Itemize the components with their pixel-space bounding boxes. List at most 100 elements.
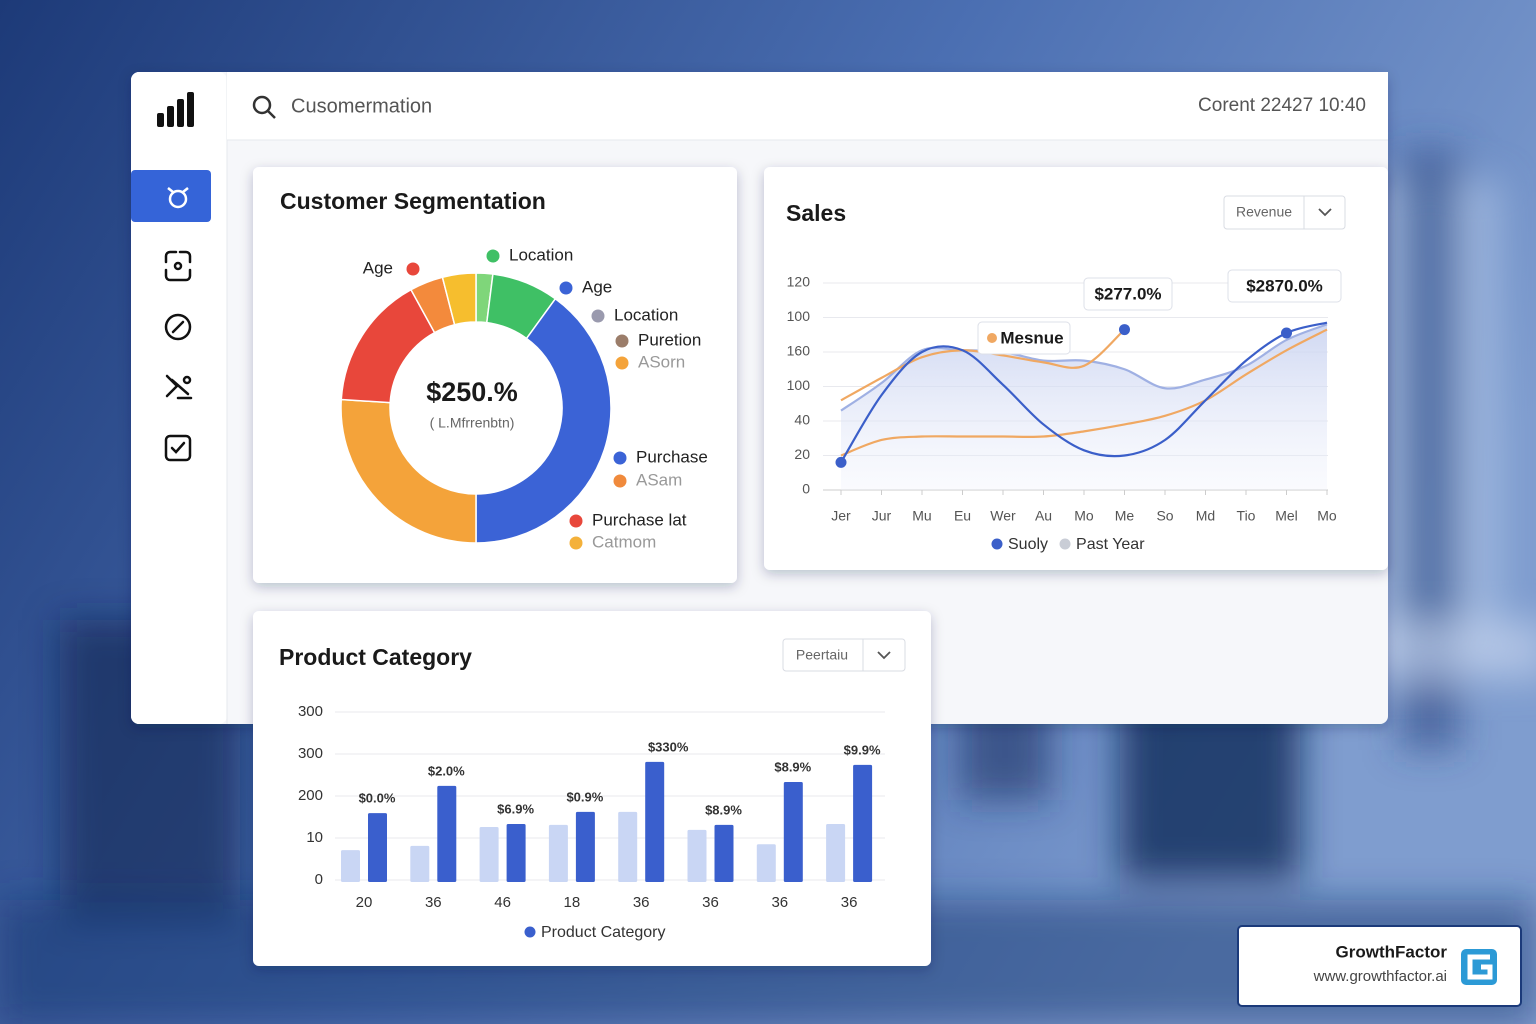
legend-dot	[406, 262, 420, 276]
x-tick-label: So	[1156, 508, 1173, 524]
legend-dot	[524, 926, 536, 938]
legend-dot	[559, 281, 573, 295]
bar	[437, 785, 457, 882]
bar	[783, 782, 803, 882]
legend-label: Suoly	[1008, 536, 1048, 553]
line	[840, 323, 1328, 412]
bar-label: $6.9%	[497, 801, 534, 816]
bar	[410, 845, 430, 882]
point	[835, 456, 847, 468]
x-tick-label: 20	[356, 894, 373, 911]
legend-label: Past Year	[1076, 536, 1145, 553]
x-tick-label: 36	[841, 894, 858, 911]
x-tick-label: Jur	[872, 508, 892, 524]
legend-dot	[569, 536, 583, 550]
x-tick-label: 18	[564, 894, 581, 911]
nav-item[interactable]	[131, 301, 211, 353]
x-tick-label: Mu	[912, 508, 931, 524]
y-tick-label: 200	[298, 787, 323, 804]
x-tick-label: Tio	[1237, 508, 1256, 524]
legend-label: Purchase	[636, 447, 708, 466]
nav-item[interactable]	[131, 240, 211, 292]
dropdown[interactable]: Peertaiu	[782, 638, 906, 672]
legend-dot	[991, 538, 1003, 550]
legend-label: ASorn	[638, 352, 685, 371]
legend-label: Age	[582, 277, 612, 296]
nav-item[interactable]	[131, 422, 211, 474]
y-tick-label: 100	[787, 377, 811, 393]
x-tick-label: Me	[1115, 508, 1135, 524]
bar-label: $0.0%	[359, 791, 396, 806]
x-tick-label: Mo	[1074, 508, 1094, 524]
legend-label: Age	[363, 258, 393, 277]
center-label: ( L.Mfrrenbtn)	[430, 415, 515, 431]
y-tick-label: 300	[298, 745, 323, 762]
callout-text: $277.0%	[1094, 284, 1161, 303]
legend-label: Product Category	[541, 924, 666, 941]
background-blur	[0, 150, 1536, 1024]
bar	[756, 844, 776, 882]
legend-dot	[615, 334, 629, 348]
legend-dot	[615, 356, 629, 370]
legend-label: Location	[509, 245, 573, 264]
legend-dot	[613, 474, 627, 488]
y-tick-label: 0	[315, 871, 323, 888]
bar	[479, 826, 499, 882]
y-tick-label: 160	[787, 343, 811, 359]
line	[840, 328, 1328, 457]
bar	[645, 761, 665, 882]
legend-label: Location	[614, 305, 678, 324]
x-tick-label: 36	[702, 894, 719, 911]
search-icon	[252, 95, 276, 119]
y-tick-label: 20	[794, 446, 810, 462]
bar-label: $2.0%	[428, 763, 465, 778]
x-tick-label: 36	[425, 894, 442, 911]
legend-dot	[591, 309, 605, 323]
nav-icons	[164, 250, 193, 462]
branding-box	[1237, 925, 1522, 1007]
logo	[157, 92, 194, 127]
legend-dot	[1059, 538, 1071, 550]
top-bar	[227, 72, 1388, 140]
bar-label: $330%	[648, 739, 689, 754]
bar	[548, 824, 568, 882]
bar	[714, 824, 734, 882]
x-tick-label: 36	[633, 894, 650, 911]
callout	[1083, 277, 1173, 311]
legend-dot	[486, 249, 500, 263]
area	[841, 324, 1327, 490]
x-tick-label: Md	[1196, 508, 1215, 524]
legend-label: Puretion	[638, 330, 701, 349]
x-tick-label: 46	[494, 894, 511, 911]
bar-label: $0.9%	[566, 789, 603, 804]
bar-label: $9.9%	[844, 742, 881, 757]
dropdown[interactable]: Revenue	[1223, 195, 1346, 230]
donut-segment	[441, 272, 477, 326]
x-tick-label: Mel	[1275, 508, 1298, 524]
bar	[368, 813, 387, 882]
center-value: $250.%	[426, 377, 518, 407]
bar	[687, 829, 707, 882]
bar-label: $8.9%	[774, 759, 811, 774]
card-title: Sales	[786, 200, 846, 226]
callout-text: Mesnue	[1000, 328, 1063, 347]
y-tick-label: 40	[794, 412, 810, 428]
x-tick-label: 36	[771, 894, 788, 911]
donut-segment	[475, 297, 612, 544]
brand-url: www.growthfactor.ai	[1313, 968, 1447, 985]
point	[1281, 327, 1292, 339]
x-tick-label: Eu	[954, 508, 971, 524]
y-tick-label: 100	[787, 308, 811, 324]
callout	[977, 321, 1071, 355]
x-tick-label: Mo	[1317, 508, 1337, 524]
callout	[1227, 269, 1342, 303]
x-tick-label: Jer	[831, 508, 851, 524]
nav-icon	[167, 187, 189, 209]
nav-item[interactable]	[131, 361, 211, 413]
search-field[interactable]: Cusomermation	[291, 95, 432, 117]
bar	[853, 764, 873, 882]
brand-logo	[1461, 949, 1497, 985]
x-tick-label: Wer	[990, 508, 1016, 524]
bar	[618, 811, 638, 882]
